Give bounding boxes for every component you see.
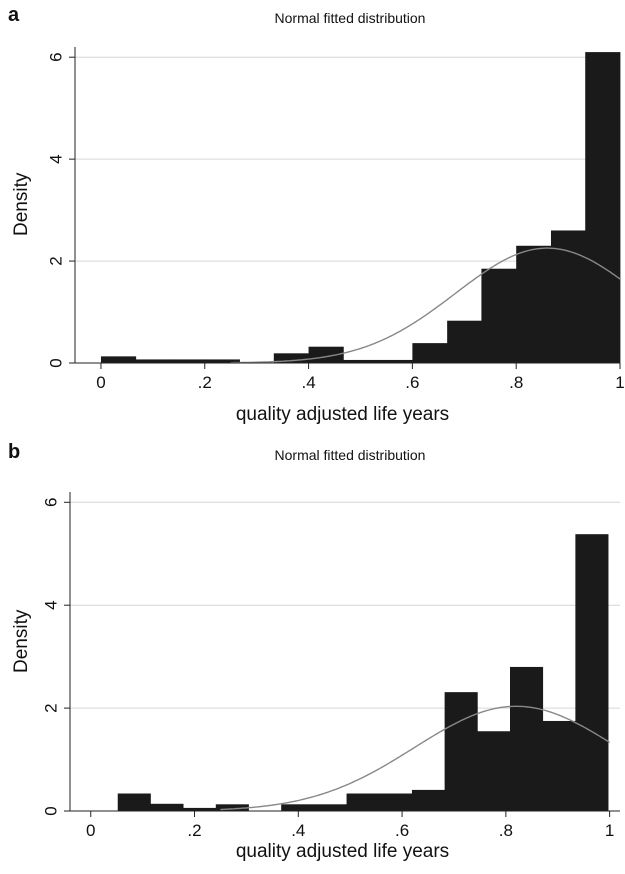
histogram-bar-b-1 [150, 803, 184, 811]
histogram-bar-a-13 [550, 230, 586, 363]
histogram-bar-b-2 [183, 807, 217, 811]
x-axis-label-b: quality adjusted life years [235, 841, 450, 862]
histogram-bar-a-11 [481, 268, 517, 363]
histogram-bar-b-13 [542, 720, 576, 811]
x-axis-label-a: quality adjusted life years [235, 404, 450, 425]
panel-label-a: a [8, 4, 20, 26]
x-tick-label-a-2: .4 [301, 373, 315, 392]
x-tick-label-b-4: .8 [499, 821, 513, 840]
histogram-bar-a-9 [412, 343, 448, 363]
histogram-bar-b-9 [411, 789, 446, 811]
histogram-bar-a-10 [447, 320, 482, 363]
histogram-bar-b-8 [379, 793, 413, 811]
histogram-bar-a-14 [585, 52, 621, 364]
histogram-bar-b-14 [575, 534, 609, 811]
x-tick-label-b-2: .4 [291, 821, 305, 840]
y-axis-label-a: Density [11, 172, 32, 236]
y-axis-label-b: Density [11, 609, 32, 673]
chart-title-a: Normal fitted distribution [274, 10, 426, 26]
x-tick-label-b-1: .2 [187, 821, 201, 840]
histogram-bar-b-10 [444, 692, 478, 811]
normal-curve-b [220, 705, 610, 811]
y-tick-label-b-3: 6 [41, 498, 60, 507]
x-tick-label-a-1: .2 [198, 373, 212, 392]
histogram-bar-a-2 [169, 359, 206, 363]
x-tick-label-a-3: .6 [405, 373, 419, 392]
chart-title-b: Normal fitted distribution [274, 447, 426, 463]
y-tick-label-b-1: 2 [41, 703, 60, 712]
y-tick-label-b-0: 0 [41, 806, 60, 815]
y-tick-label-a-2: 4 [46, 154, 65, 163]
chart-panel-b: 0 2 4 6 0 .2 .4 .6 .8 1 b Normal fitted distribut… [0, 437, 625, 874]
chart-panel-a: 0 2 4 6 0 .2 .4 .6 .8 1 a Normal fitted distribut… [8, 4, 625, 425]
histogram-a-svg: 0 2 4 6 0 .2 .4 .6 .8 1 [46, 47, 625, 392]
histogram-bar-b-0 [117, 793, 151, 811]
histogram-bar-a-0 [100, 356, 137, 363]
histogram-b-svg: 0 2 4 6 0 .2 .4 .6 .8 1 [41, 492, 620, 840]
x-tick-label-a-0: 0 [96, 373, 105, 392]
normal-curve-a [230, 247, 621, 364]
panel-label-b: b [8, 441, 21, 463]
histogram-bar-b-12 [510, 666, 544, 811]
histogram-bar-a-7 [343, 359, 379, 363]
histogram-bar-a-5 [273, 353, 309, 363]
histogram-bar-b-6 [313, 804, 347, 811]
histogram-bar-b-11 [477, 731, 511, 811]
histogram-bar-b-3 [215, 804, 249, 811]
x-tick-label-b-0: 0 [86, 821, 95, 840]
histogram-bar-a-1 [135, 359, 171, 363]
x-tick-label-b-5: 1 [605, 821, 614, 840]
histogram-bar-a-3 [204, 359, 240, 363]
y-tick-label-b-2: 4 [41, 600, 60, 609]
histogram-bar-a-6 [308, 346, 344, 363]
histogram-bar-a-12 [516, 245, 552, 363]
x-tick-label-a-5: 1 [615, 373, 624, 392]
histogram-bar-b-5 [281, 804, 315, 811]
x-tick-label-a-4: .8 [509, 373, 523, 392]
y-tick-label-a-0: 0 [46, 358, 65, 367]
histogram-bar-b-7 [346, 793, 380, 811]
x-tick-label-b-3: .6 [395, 821, 409, 840]
y-tick-label-a-3: 6 [46, 52, 65, 61]
histogram-bar-a-8 [377, 359, 413, 363]
y-tick-label-a-1: 2 [46, 256, 65, 265]
